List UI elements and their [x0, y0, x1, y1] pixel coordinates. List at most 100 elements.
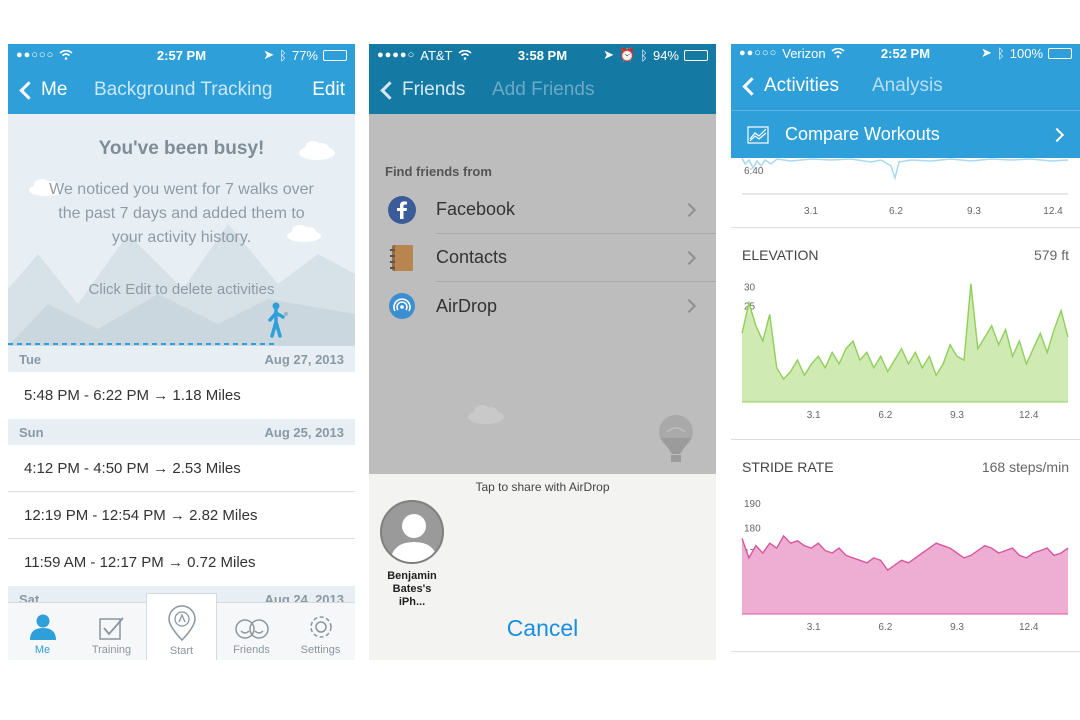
source-row-contacts[interactable]: Contacts — [369, 234, 716, 282]
location-pin-icon — [167, 605, 196, 641]
avatar — [380, 500, 444, 564]
nav-title: Background Tracking — [94, 79, 273, 100]
cloud-icon — [468, 405, 504, 424]
signal-icon: ●●○○○ — [16, 49, 55, 61]
day-date: Aug 27, 2013 — [264, 351, 345, 367]
back-button[interactable]: Activities — [741, 75, 839, 97]
cloud-icon — [287, 225, 321, 242]
background-tracking-screen: ●●○○○ 2:57 PM ➤ ᛒ 77% Me Background Trac… — [8, 44, 355, 660]
contacts-book-icon — [388, 244, 416, 272]
source-row-facebook[interactable]: Facebook — [369, 186, 716, 234]
location-arrow-icon: ➤ — [263, 47, 275, 62]
x-tick-label: 6.2 — [878, 622, 892, 633]
activity-row[interactable]: 4:12 PM - 4:50 PM → 2.53 Miles — [8, 445, 355, 492]
source-row-airdrop[interactable]: AirDrop — [369, 282, 716, 330]
day-header: Sun Aug 25, 2013 — [8, 419, 355, 445]
bluetooth-icon: ᛒ — [996, 45, 1005, 61]
carrier-name: Verizon — [782, 45, 826, 61]
status-bar: ●●○○○ 2:57 PM ➤ ᛒ 77% — [8, 44, 355, 66]
x-tick-label: 3.1 — [807, 410, 821, 421]
location-arrow-icon: ➤ — [603, 47, 614, 62]
tab-label: Settings — [300, 644, 341, 656]
airdrop-icon — [388, 292, 416, 320]
back-label: Friends — [402, 79, 466, 100]
activity-row[interactable]: 11:59 AM - 12:17 PM → 0.72 Miles — [24, 554, 256, 571]
airdrop-target-device: Bates's iPh... — [392, 583, 432, 608]
tab-settings[interactable]: Settings — [286, 603, 355, 660]
day-name: Sun — [19, 424, 44, 440]
airdrop-target-name: Benjamin — [387, 570, 437, 582]
nav-bar: Activities Analysis — [731, 62, 1080, 110]
header: ●●○○○ 2:57 PM ➤ ᛒ 77% Me Background Trac… — [8, 44, 355, 114]
chart-icon — [747, 125, 769, 144]
bluetooth-icon: ᛒ — [279, 47, 287, 63]
airdrop-target[interactable]: Benjamin Bates's iPh... — [379, 500, 445, 609]
stride-label: STRIDE RATE — [742, 459, 834, 475]
activity-row[interactable]: 5:48 PM - 6:22 PM → 1.18 Miles — [24, 387, 241, 404]
tab-friends[interactable]: Friends — [217, 603, 286, 660]
series-line — [741, 283, 1069, 381]
day-header: Tue Aug 27, 2013 — [8, 346, 355, 372]
elevation-label: ELEVATION — [742, 247, 819, 263]
airdrop-share-sheet: Tap to share with AirDrop Benjamin Bates… — [369, 474, 716, 660]
bluetooth-icon: ᛒ — [640, 47, 648, 63]
battery-icon — [1048, 47, 1072, 59]
stride-value: 168 steps/min — [981, 459, 1069, 475]
signal-icon: ●●○○○ — [739, 47, 778, 59]
analysis-screen: ●●○○○ Verizon 2:52 PM ➤ ᛒ 100% Activitie… — [731, 44, 1080, 664]
banner-hint: Click Edit to delete activities — [88, 281, 275, 298]
source-label: AirDrop — [436, 295, 498, 316]
stride-header: STRIDE RATE 168 steps/min — [731, 448, 1080, 486]
banner-title: You've been busy! — [98, 138, 265, 159]
status-bar: ●●●●○ AT&T 3:58 PM ➤ ⏰ ᛒ 94% — [369, 44, 716, 66]
pace-x-tick: 12.4 — [1043, 206, 1063, 217]
mountains-illustration — [8, 224, 355, 346]
battery-icon — [684, 49, 708, 61]
pace-x-tick: 3.1 — [804, 206, 818, 217]
battery-percent: 77% — [291, 47, 318, 63]
gear-icon — [309, 616, 332, 638]
chevron-right-icon — [681, 202, 697, 217]
x-tick-label: 9.3 — [950, 410, 964, 421]
tab-label: Me — [34, 644, 51, 656]
tab-training[interactable]: Training — [77, 603, 146, 660]
signal-icon: ●●●●○ — [377, 49, 416, 61]
series-line — [741, 534, 1069, 572]
cloud-icon — [299, 141, 335, 160]
edit-button[interactable]: Edit — [312, 79, 345, 100]
tab-label: Training — [91, 644, 132, 656]
back-label: Me — [41, 79, 68, 100]
back-button[interactable]: Me — [18, 79, 67, 101]
dimmed-content: Find friends from Facebook Contacts AirD… — [369, 114, 716, 474]
activity-list: Tue Aug 27, 2013 5:48 PM - 6:22 PM → 1.1… — [8, 346, 355, 612]
stride-chart: 1501601701801903.16.29.312.4 — [741, 499, 1069, 633]
facebook-icon — [388, 196, 416, 224]
elevation-value: 579 ft — [1033, 247, 1069, 263]
divider — [731, 227, 1080, 228]
pace-x-tick: 6.2 — [889, 206, 903, 217]
cloud-icon — [29, 179, 63, 196]
back-button[interactable]: Friends — [379, 79, 465, 101]
battery-percent: 94% — [652, 47, 679, 63]
x-tick-label: 12.4 — [1019, 410, 1039, 421]
source-label: Contacts — [436, 247, 508, 267]
cancel-button[interactable]: Cancel — [506, 615, 579, 641]
activity-row[interactable]: 12:19 PM - 12:54 PM → 2.82 Miles — [8, 492, 355, 539]
nav-title: Add Friends — [492, 79, 595, 100]
pace-chart-partial: 6:40 3.1 6.2 9.3 12.4 — [731, 157, 1080, 227]
tab-me[interactable]: Me — [8, 603, 77, 660]
nav-bar: Friends Add Friends — [369, 66, 716, 114]
day-date: Aug 25, 2013 — [264, 424, 345, 440]
compare-workouts-button[interactable]: Compare Workouts — [731, 110, 1080, 158]
add-friends-screen: ●●●●○ AT&T 3:58 PM ➤ ⏰ ᛒ 94% Friends Add… — [369, 44, 716, 660]
chevron-left-icon — [380, 80, 399, 100]
tab-start[interactable]: Start — [146, 593, 217, 660]
chevron-right-icon — [681, 298, 697, 314]
x-tick-label: 6.2 — [878, 410, 892, 421]
airdrop-hint: Tap to share with AirDrop — [475, 480, 610, 494]
tab-label: Start — [169, 645, 194, 657]
y-tick-label: 190 — [744, 499, 761, 510]
back-label: Activities — [764, 75, 839, 96]
nav-bar: Me Background Tracking Edit — [8, 66, 355, 114]
divider — [731, 651, 1080, 652]
